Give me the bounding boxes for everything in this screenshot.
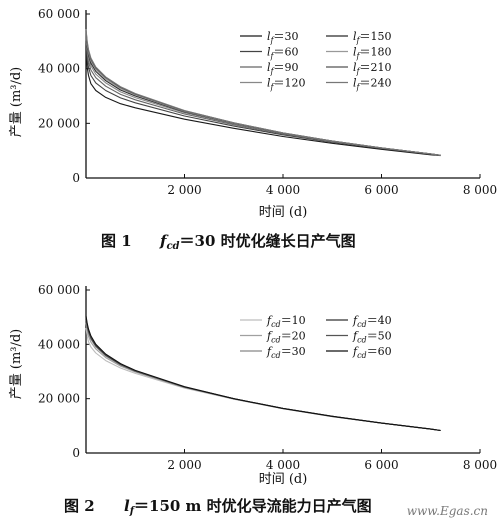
chart-1-x-tick-label: 6 000 (364, 183, 398, 197)
chart-2-x-tick-label: 4 000 (266, 458, 300, 472)
chart-2-y-tick-label: 20 000 (38, 392, 80, 406)
chart-2-y-axis-label: 产量 (m³/d) (9, 329, 24, 400)
chart-2-x-tick-label: 2 000 (167, 458, 201, 472)
chart-1-x-axis-label: 时间 (d) (259, 205, 308, 220)
chart-1-legend-label: lf＝240 (353, 77, 392, 92)
chart-1-series-line (85, 28, 441, 156)
chart-1-y-axis-label: 产量 (m³/d) (9, 67, 24, 138)
chart-1-y-tick-label: 0 (72, 171, 80, 185)
chart-1-legend-label: lf＝120 (267, 77, 306, 92)
chart-2-legend-label: fcd＝40 (352, 314, 392, 329)
chart-2-legend-label: fcd＝60 (352, 345, 392, 360)
chart-2-legend-label: fcd＝50 (352, 330, 392, 345)
chart-1-caption-text: fcd＝30 时优化缝长日产气图 (159, 232, 356, 252)
chart-2-caption-sub: f (129, 506, 136, 517)
chart-2-series-line (85, 327, 441, 432)
chart-1-caption-rest: ＝30 时优化缝长日产气图 (180, 232, 356, 250)
chart-1-caption-number: 图 1 (101, 232, 132, 250)
chart-1-caption-sub: cd (166, 241, 179, 252)
chart-1-caption-param: f (159, 232, 169, 250)
chart-2-x-axis-label: 时间 (d) (259, 472, 308, 487)
chart-1-caption: 图 1 fcd＝30 时优化缝长日产气图 (101, 232, 356, 252)
chart-1-legend-label: lf＝150 (353, 30, 392, 45)
chart-2-x-tick-label: 8 000 (463, 458, 497, 472)
chart-2-caption-rest: ＝150 m 时优化导流能力日产气图 (134, 497, 372, 515)
chart-1-x-tick-label: 8 000 (463, 183, 497, 197)
chart-2-legend-label: fcd＝20 (266, 330, 306, 345)
chart-2-x-tick-label: 6 000 (364, 458, 398, 472)
chart-1-y-tick-label: 20 000 (38, 116, 80, 130)
chart-2-series-line (85, 315, 441, 432)
chart-1-series-line (85, 41, 441, 157)
chart-1-x-tick-label: 2 000 (167, 183, 201, 197)
figure-2: 0 20 000 40 000 60 000 2 000 4 000 6 000 8 000 … (0, 268, 500, 520)
watermark-text: www.Egas.cn (407, 504, 488, 518)
chart-1-x-tick-label: 4 000 (266, 183, 300, 197)
chart-2-caption: 图 2 lf＝150 m 时优化导流能力日产气图 (64, 497, 372, 517)
chart-1-y-tick-label: 60 000 (38, 7, 80, 21)
chart-2-legend-label: fcd＝10 (266, 314, 306, 329)
chart-1-legend-label: lf＝30 (267, 30, 299, 45)
chart-1-y-tick-label: 40 000 (38, 62, 80, 76)
chart-1-legend-label: lf＝180 (353, 46, 392, 61)
chart-2-caption-param: l (124, 497, 130, 515)
chart-2-caption-number: 图 2 (64, 497, 95, 515)
chart-2-caption-text: lf＝150 m 时优化导流能力日产气图 (124, 497, 372, 517)
chart-2-y-tick-label: 0 (72, 446, 80, 460)
chart-1-legend-label: lf＝210 (353, 61, 392, 76)
figure-1: 0 20 000 40 000 60 000 2 000 4 000 6 000 8 000 … (9, 7, 497, 252)
chart-1-legend-label: lf＝90 (267, 61, 299, 76)
chart-1-legend-label: lf＝60 (267, 46, 299, 61)
chart-2-y-tick-label: 60 000 (38, 283, 80, 297)
chart-2-y-tick-label: 40 000 (38, 337, 80, 351)
chart-2-legend-label: fcd＝30 (266, 345, 306, 360)
